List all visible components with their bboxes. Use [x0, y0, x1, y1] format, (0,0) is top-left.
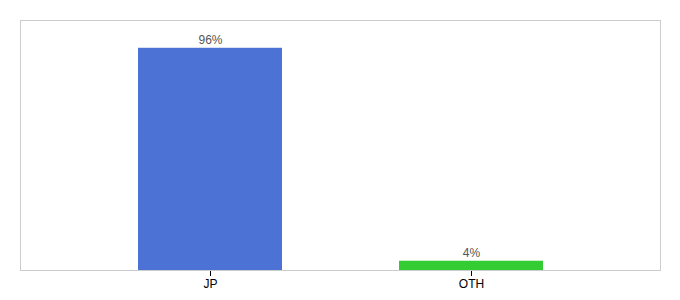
svg-text:OTH: OTH [459, 277, 484, 291]
svg-text:96%: 96% [198, 33, 222, 47]
svg-text:JP: JP [203, 277, 217, 291]
svg-text:4%: 4% [463, 246, 481, 260]
